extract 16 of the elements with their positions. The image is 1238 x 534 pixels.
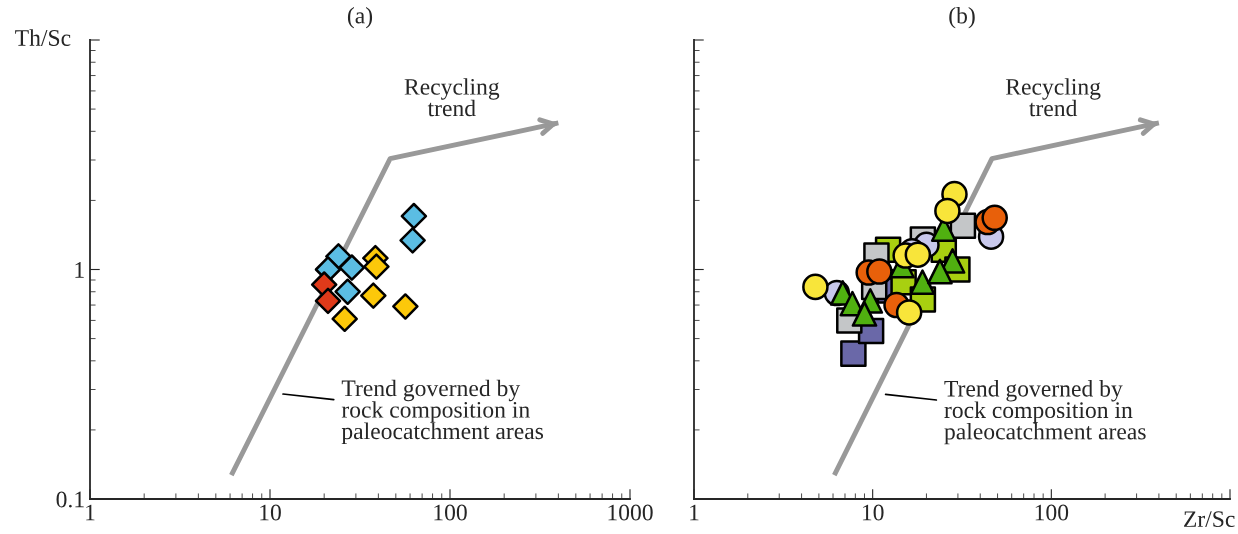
x-axis-title: Zr/Sc [1184,511,1235,528]
x-tick-label: 1000 [608,504,653,521]
x-tick-label: 10 [862,504,884,521]
chart-title: (a) [347,6,373,29]
x-tick-label: 100 [434,504,467,521]
x-tick-label: 1 [690,504,699,521]
annotation: Trend governed by rock composition in paleocatchment areas [944,380,1146,445]
chart-title: (b) [949,6,975,29]
y-axis-title: Th/Sc [15,29,71,46]
x-tick-label: 100 [1035,504,1069,521]
x-tick-label: 10 [260,504,281,521]
annotation: Recycling trend [404,78,500,117]
annotation: Recycling trend [1005,78,1101,117]
y-tick-label: 0.1 [56,491,84,508]
annotation: Trend governed by rock composition in paleocatchment areas [341,379,544,444]
x-tick-label: 1 [86,504,95,521]
